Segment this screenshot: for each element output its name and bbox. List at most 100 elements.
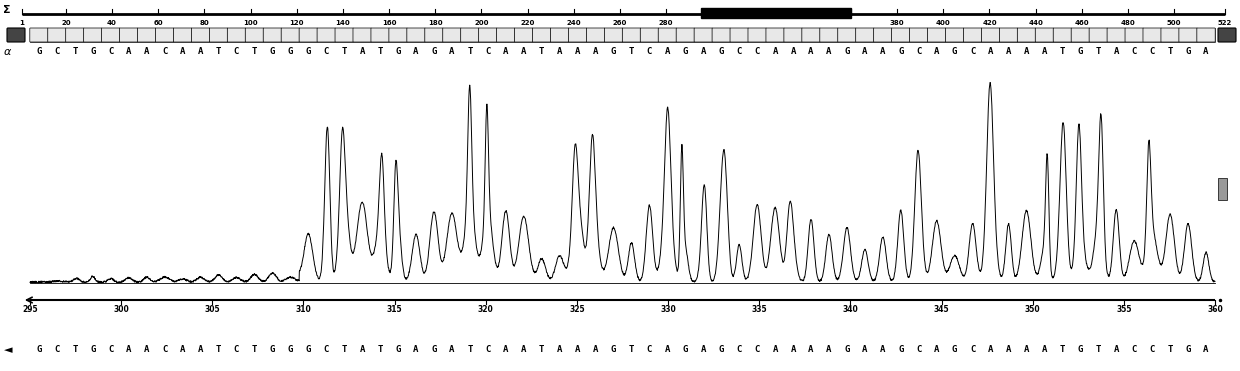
Text: C: C (108, 47, 114, 56)
FancyBboxPatch shape (838, 28, 856, 42)
Text: A: A (449, 345, 455, 355)
FancyBboxPatch shape (66, 28, 84, 42)
FancyBboxPatch shape (263, 28, 281, 42)
Text: A: A (1042, 345, 1047, 355)
Text: 260: 260 (613, 20, 627, 26)
Text: G: G (1078, 345, 1083, 355)
Text: 380: 380 (890, 20, 904, 26)
FancyBboxPatch shape (532, 28, 551, 42)
Text: C: C (162, 345, 167, 355)
Text: A: A (521, 47, 527, 56)
FancyBboxPatch shape (1161, 28, 1179, 42)
Text: A: A (1203, 345, 1209, 355)
FancyBboxPatch shape (138, 28, 156, 42)
Text: T: T (216, 345, 221, 355)
Text: C: C (108, 345, 114, 355)
FancyBboxPatch shape (766, 28, 784, 42)
Text: A: A (1006, 345, 1011, 355)
Text: 100: 100 (243, 20, 258, 26)
FancyBboxPatch shape (227, 28, 246, 42)
Text: 220: 220 (521, 20, 534, 26)
FancyBboxPatch shape (479, 28, 497, 42)
Text: T: T (539, 47, 544, 56)
Text: 1: 1 (1220, 196, 1224, 201)
FancyBboxPatch shape (155, 28, 174, 42)
Text: 40: 40 (107, 20, 117, 26)
Text: 360: 360 (1207, 305, 1223, 314)
FancyBboxPatch shape (407, 28, 425, 42)
Text: A: A (665, 47, 670, 56)
Text: 320: 320 (751, 20, 766, 26)
Text: G: G (1185, 47, 1190, 56)
Text: 360: 360 (843, 20, 858, 26)
FancyBboxPatch shape (1053, 28, 1071, 42)
Text: A: A (1006, 47, 1011, 56)
Text: 522: 522 (1218, 20, 1233, 26)
Text: A: A (988, 345, 993, 355)
Text: T: T (1167, 345, 1173, 355)
Text: A: A (790, 47, 796, 56)
Text: G: G (844, 47, 849, 56)
FancyBboxPatch shape (604, 28, 622, 42)
Text: A: A (773, 345, 777, 355)
Text: T: T (341, 47, 347, 56)
FancyBboxPatch shape (928, 28, 946, 42)
Text: C: C (737, 345, 742, 355)
Text: C: C (1149, 345, 1154, 355)
Text: C: C (485, 345, 491, 355)
FancyBboxPatch shape (640, 28, 658, 42)
Text: A: A (773, 47, 777, 56)
Text: C: C (162, 47, 167, 56)
FancyBboxPatch shape (802, 28, 820, 42)
Text: A: A (126, 47, 131, 56)
Text: G: G (305, 345, 311, 355)
Text: A: A (1042, 47, 1047, 56)
FancyBboxPatch shape (820, 28, 838, 42)
FancyBboxPatch shape (981, 28, 999, 42)
Text: 420: 420 (982, 20, 997, 26)
Text: 20: 20 (61, 20, 71, 26)
Text: C: C (916, 47, 921, 56)
Text: G: G (1185, 345, 1190, 355)
Text: A: A (593, 345, 598, 355)
Text: 500: 500 (1167, 20, 1182, 26)
Text: A: A (180, 345, 185, 355)
FancyBboxPatch shape (945, 28, 963, 42)
Text: T: T (629, 47, 634, 56)
Text: α: α (4, 47, 11, 57)
FancyBboxPatch shape (587, 28, 605, 42)
Text: 240: 240 (567, 20, 582, 26)
Text: M: M (1224, 33, 1230, 37)
Text: C: C (647, 47, 652, 56)
Text: A: A (413, 345, 419, 355)
Text: T: T (467, 47, 472, 56)
Text: A: A (144, 47, 149, 56)
Text: C: C (55, 47, 60, 56)
FancyBboxPatch shape (1125, 28, 1143, 42)
FancyBboxPatch shape (119, 28, 138, 42)
FancyBboxPatch shape (568, 28, 587, 42)
Text: C: C (1132, 47, 1137, 56)
Text: T: T (216, 47, 221, 56)
Text: C: C (970, 47, 976, 56)
Text: A: A (575, 47, 580, 56)
Text: G: G (718, 47, 724, 56)
Text: 180: 180 (428, 20, 443, 26)
Text: G: G (396, 47, 401, 56)
Text: 160: 160 (382, 20, 397, 26)
Text: A: A (1203, 47, 1209, 56)
Text: G: G (952, 47, 957, 56)
Text: C: C (1149, 47, 1154, 56)
Text: G: G (898, 345, 904, 355)
Text: C: C (324, 47, 329, 56)
Text: G: G (611, 47, 616, 56)
Text: C: C (754, 47, 760, 56)
FancyBboxPatch shape (551, 28, 569, 42)
Text: T: T (72, 345, 78, 355)
Text: A: A (449, 47, 455, 56)
FancyBboxPatch shape (48, 28, 66, 42)
Text: G: G (91, 47, 95, 56)
FancyBboxPatch shape (317, 28, 336, 42)
Text: T: T (1096, 47, 1101, 56)
Text: G: G (432, 345, 436, 355)
